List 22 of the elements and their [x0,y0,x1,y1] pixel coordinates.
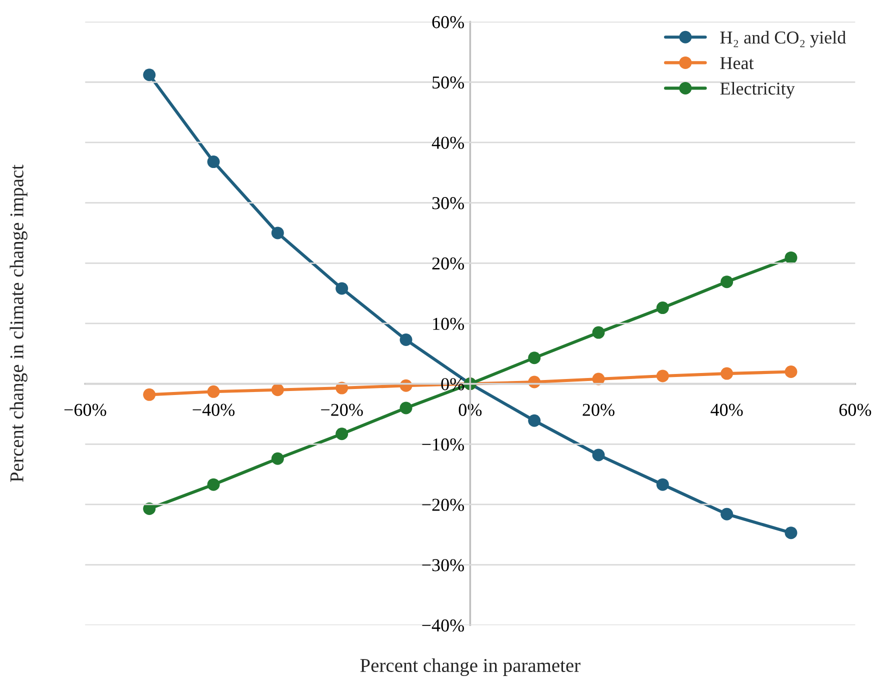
y-tick-label: 10% [433,318,464,330]
y-tick-label: −20% [422,498,464,511]
y-tick-label: −40% [422,619,464,632]
x-tick-label: 60% [839,404,872,416]
y-tick-label: 60% [432,16,464,28]
x-tick-label: 0% [458,404,482,416]
y-tick-label: −30% [422,559,464,572]
x-tick-label: 20% [582,404,614,416]
y-tick-label: 30% [432,197,464,210]
legend-label: Electricity [720,82,795,98]
y-tick-label: −10% [422,438,464,451]
y-tick-label: 50% [432,76,464,89]
legend-label: Heat [720,57,754,70]
y-tick-label: 40% [432,136,464,149]
x-axis-title: Percent change in parameter [360,658,580,676]
legend-label: H₂ and CO₂ yield [720,30,846,48]
x-tick-label: −20% [321,404,363,416]
x-tick-label: 40% [710,404,743,416]
x-tick-label: −60% [64,404,106,416]
y-tick-label: 20% [432,257,464,270]
x-tick-label: −40% [192,404,235,416]
y-axis-title: Percent change in climate change impact [10,164,28,482]
